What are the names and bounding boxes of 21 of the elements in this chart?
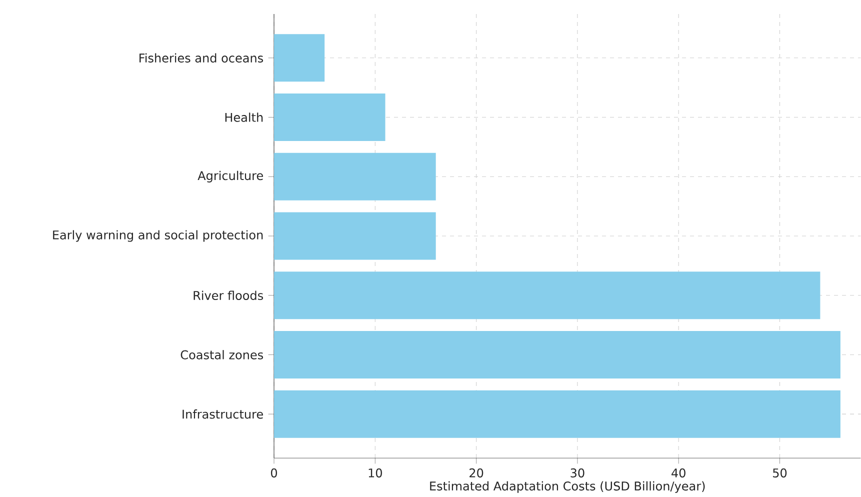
bar — [274, 272, 820, 320]
x-tick-label: 40 — [672, 468, 686, 478]
x-tick-label: 30 — [570, 468, 584, 478]
y-tick-label: Early warning and social protection — [53, 230, 263, 242]
x-tick-label: 20 — [470, 468, 484, 478]
y-tick-label: Fisheries and oceans — [140, 53, 264, 63]
x-tick-label: 50 — [773, 468, 787, 478]
x-tick-label: 0 — [270, 468, 278, 478]
y-tick-label: River floods — [194, 290, 264, 300]
bar — [274, 94, 386, 142]
x-tick-label: 10 — [368, 468, 382, 478]
bar — [274, 212, 436, 260]
y-tick-label: Health — [225, 112, 263, 122]
y-tick-label: Coastal zones — [180, 350, 264, 360]
y-tick-label: Agriculture — [198, 170, 263, 182]
bar — [274, 34, 325, 82]
x-axis-title: Estimated Adaptation Costs (USD Billion/year) — [430, 481, 705, 493]
bar — [274, 330, 840, 378]
y-tick-label: Infrastructure — [182, 409, 263, 419]
bar — [274, 152, 436, 200]
bar — [274, 390, 840, 438]
